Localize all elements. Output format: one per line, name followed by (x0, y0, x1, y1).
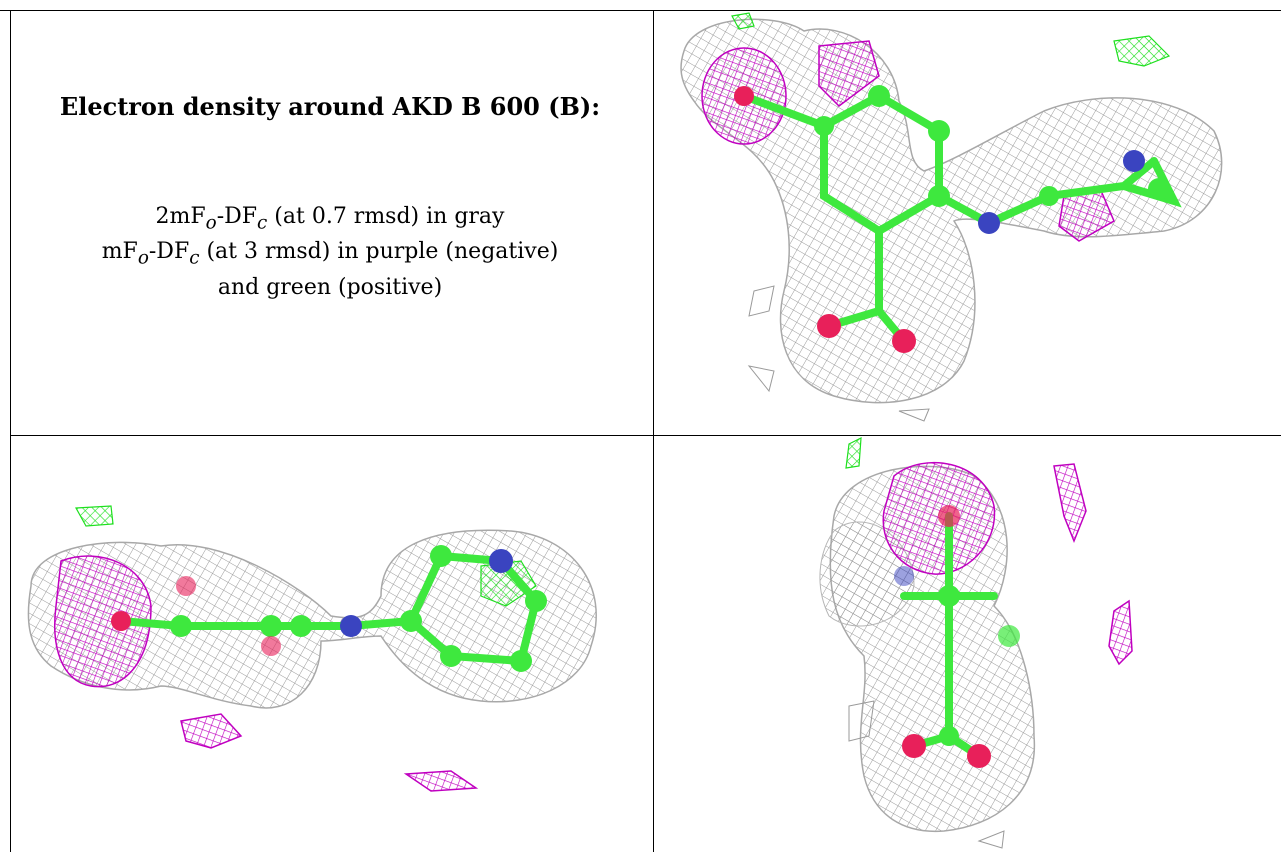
gray-mesh-fragment (848, 700, 1005, 849)
gray-mesh-fragment (747, 285, 930, 422)
purple-density-blob (180, 713, 243, 749)
carbon-atom (400, 610, 422, 632)
carbon-atom (868, 85, 890, 107)
carbon-atom (440, 645, 462, 667)
density-image-2 (27, 505, 597, 792)
oxygen-atom (902, 734, 926, 758)
oxygen-atom (176, 576, 196, 596)
legend-line-positive: and green (positive) (217, 274, 443, 300)
caption-cell: Electron density around AKD B 600 (B): 2… (10, 10, 653, 435)
map-legend: 2mFo-DFc (at 0.7 rmsd) in gray mFo-DFc (… (10, 202, 650, 302)
carbon-atom (525, 590, 547, 612)
green-density-blob (1113, 35, 1171, 67)
carbon-atom (928, 120, 950, 142)
nitrogen-atom (340, 615, 362, 637)
table-divider-horizontal (10, 435, 1281, 436)
carbon-atom (928, 185, 950, 207)
purple-density-blob (818, 40, 880, 107)
carbon-atom (260, 615, 282, 637)
oxygen-atom (261, 636, 281, 656)
carbon-atom (1039, 186, 1059, 206)
legend-line-fo-fc: mFo-DFc (at 3 rmsd) in purple (negative) (101, 239, 559, 269)
green-density-blob (731, 12, 755, 30)
oxygen-atom (967, 744, 991, 768)
green-density-blob (480, 560, 537, 607)
purple-density-blob (1053, 463, 1087, 544)
oxygen-atom (111, 611, 131, 631)
carbon-atom (290, 615, 312, 637)
carbon-atom (170, 615, 192, 637)
green-density-blob (845, 436, 862, 469)
nitrogen-atom (978, 212, 1000, 234)
oxygen-atom (892, 329, 916, 353)
table-border-top (0, 10, 1281, 11)
density-panel-bottom-left (11, 436, 653, 852)
purple-density-blob (54, 555, 152, 688)
nitrogen-atom (489, 549, 513, 573)
table-border-left (10, 10, 11, 852)
carbon-atom (939, 726, 959, 746)
carbon-atom (998, 625, 1020, 647)
nitrogen-atom (1123, 150, 1145, 172)
oxygen-atom (938, 505, 960, 527)
carbon-atom (938, 585, 960, 607)
nitrogen-atom (894, 566, 914, 586)
purple-density-blob (403, 770, 479, 792)
legend-line-2fo-fc: 2mFo-DFc (at 0.7 rmsd) in gray (155, 204, 505, 234)
density-panel-bottom-right (654, 436, 1281, 852)
oxygen-atom (734, 86, 754, 106)
carbon-atom (510, 650, 532, 672)
carbon-atom (430, 545, 452, 567)
density-image-3 (819, 436, 1133, 849)
table-divider-vertical (653, 10, 654, 852)
density-image-1 (680, 12, 1223, 422)
green-density-blob (75, 505, 114, 527)
oxygen-atom (817, 314, 841, 338)
density-panel-top-right (654, 11, 1281, 435)
purple-density-blob (1108, 599, 1133, 666)
carbon-atom (1148, 178, 1170, 200)
figure-title: Electron density around AKD B 600 (B): (59, 92, 601, 121)
carbon-atom (814, 116, 834, 136)
